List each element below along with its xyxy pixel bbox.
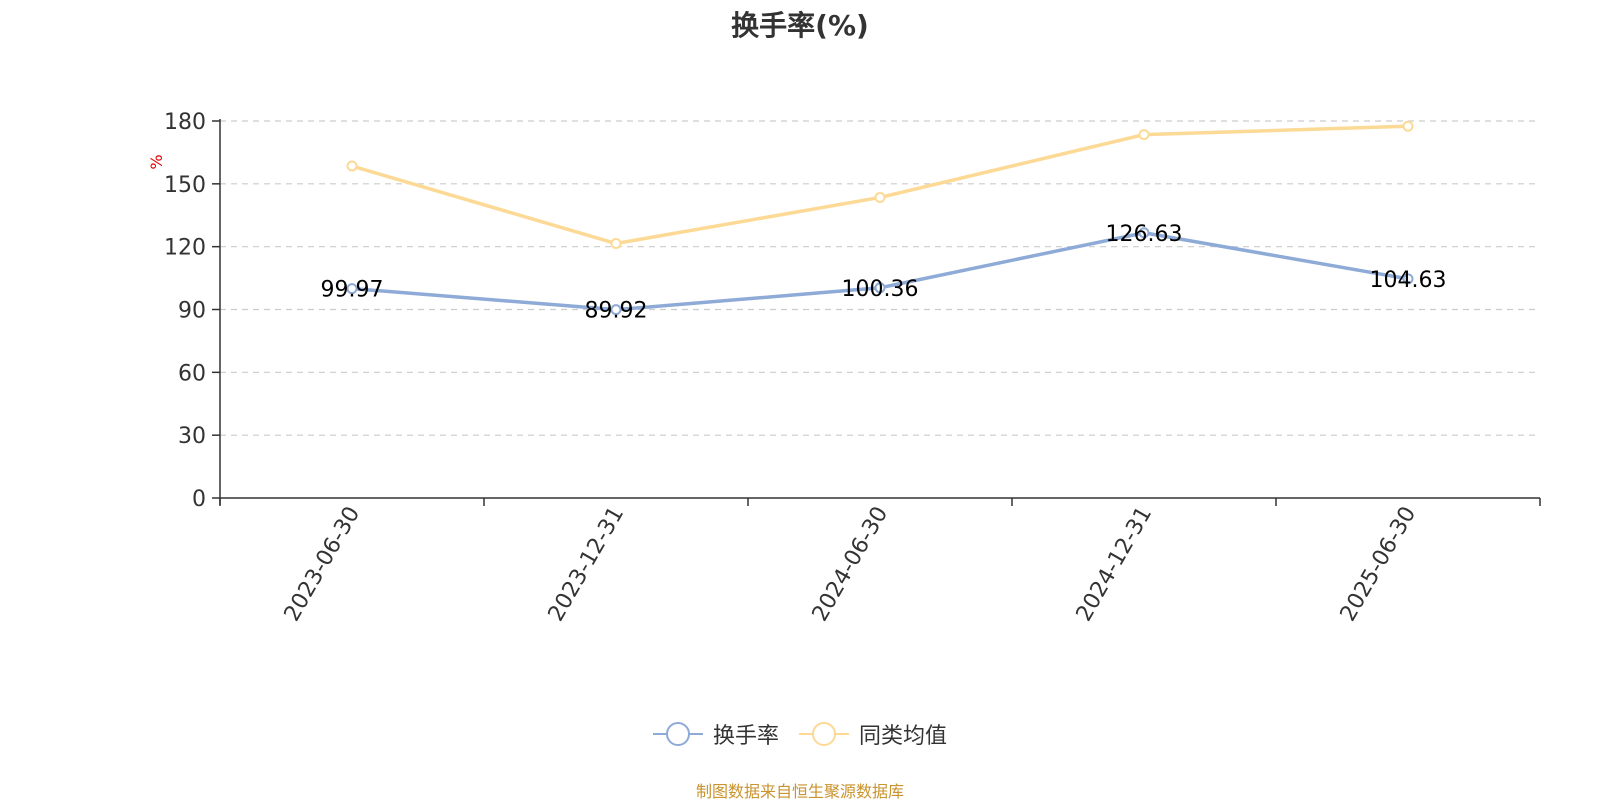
data-point [346, 160, 358, 172]
data-label: 126.63 [1106, 222, 1183, 247]
y-axis-unit: % [147, 154, 166, 169]
legend-item[interactable]: 换手率 [652, 718, 779, 750]
grid-lines [220, 120, 1540, 436]
legend-swatch-icon [652, 722, 703, 746]
x-tick-label: 2024-06-30 [808, 503, 894, 626]
data-point [874, 191, 886, 203]
x-tick-label: 2024-12-31 [1072, 503, 1158, 626]
y-tick-label: 60 [178, 361, 206, 386]
series-line [350, 124, 1410, 246]
data-point [1402, 120, 1414, 132]
legend-swatch-icon [799, 722, 849, 746]
legend-label: 同类均值 [859, 724, 948, 749]
x-tick-label: 2025-06-30 [1336, 503, 1422, 626]
data-point [874, 282, 886, 294]
source-note: 制图数据来自恒生聚源数据库 [695, 782, 904, 801]
y-tick-label: 150 [164, 173, 206, 198]
legend-label: 换手率 [712, 724, 779, 749]
data-point [1138, 227, 1150, 239]
series-lines [346, 120, 1414, 316]
axes: 0 30 60 90 120 150 180% 2023-06-30 2023-12-31 202… [147, 110, 1541, 626]
data-point [610, 238, 622, 250]
legend: 换手率 同类均值 [0, 718, 1600, 750]
x-tick-label: 2023-06-30 [280, 503, 366, 626]
data-point [346, 283, 358, 295]
data-point [1138, 129, 1150, 141]
data-label: 100.36 [842, 277, 919, 302]
y-tick-label: 180 [164, 110, 206, 135]
data-point [610, 304, 622, 316]
chart-title: 换手率(%) [731, 9, 869, 42]
data-label: 99.97 [321, 278, 384, 303]
y-tick-label: 90 [178, 299, 206, 324]
y-tick-label: 120 [164, 236, 206, 261]
y-tick-label: 0 [192, 487, 206, 512]
data-labels: 99.97 89.92 100.36 126.63 104.63 [321, 222, 1447, 324]
data-label: 104.63 [1370, 268, 1447, 293]
data-label: 89.92 [585, 299, 648, 324]
y-tick-label: 30 [178, 424, 206, 449]
x-tick-label: 2023-12-31 [544, 503, 630, 626]
data-point [1402, 273, 1414, 285]
legend-item[interactable]: 同类均值 [799, 718, 947, 750]
